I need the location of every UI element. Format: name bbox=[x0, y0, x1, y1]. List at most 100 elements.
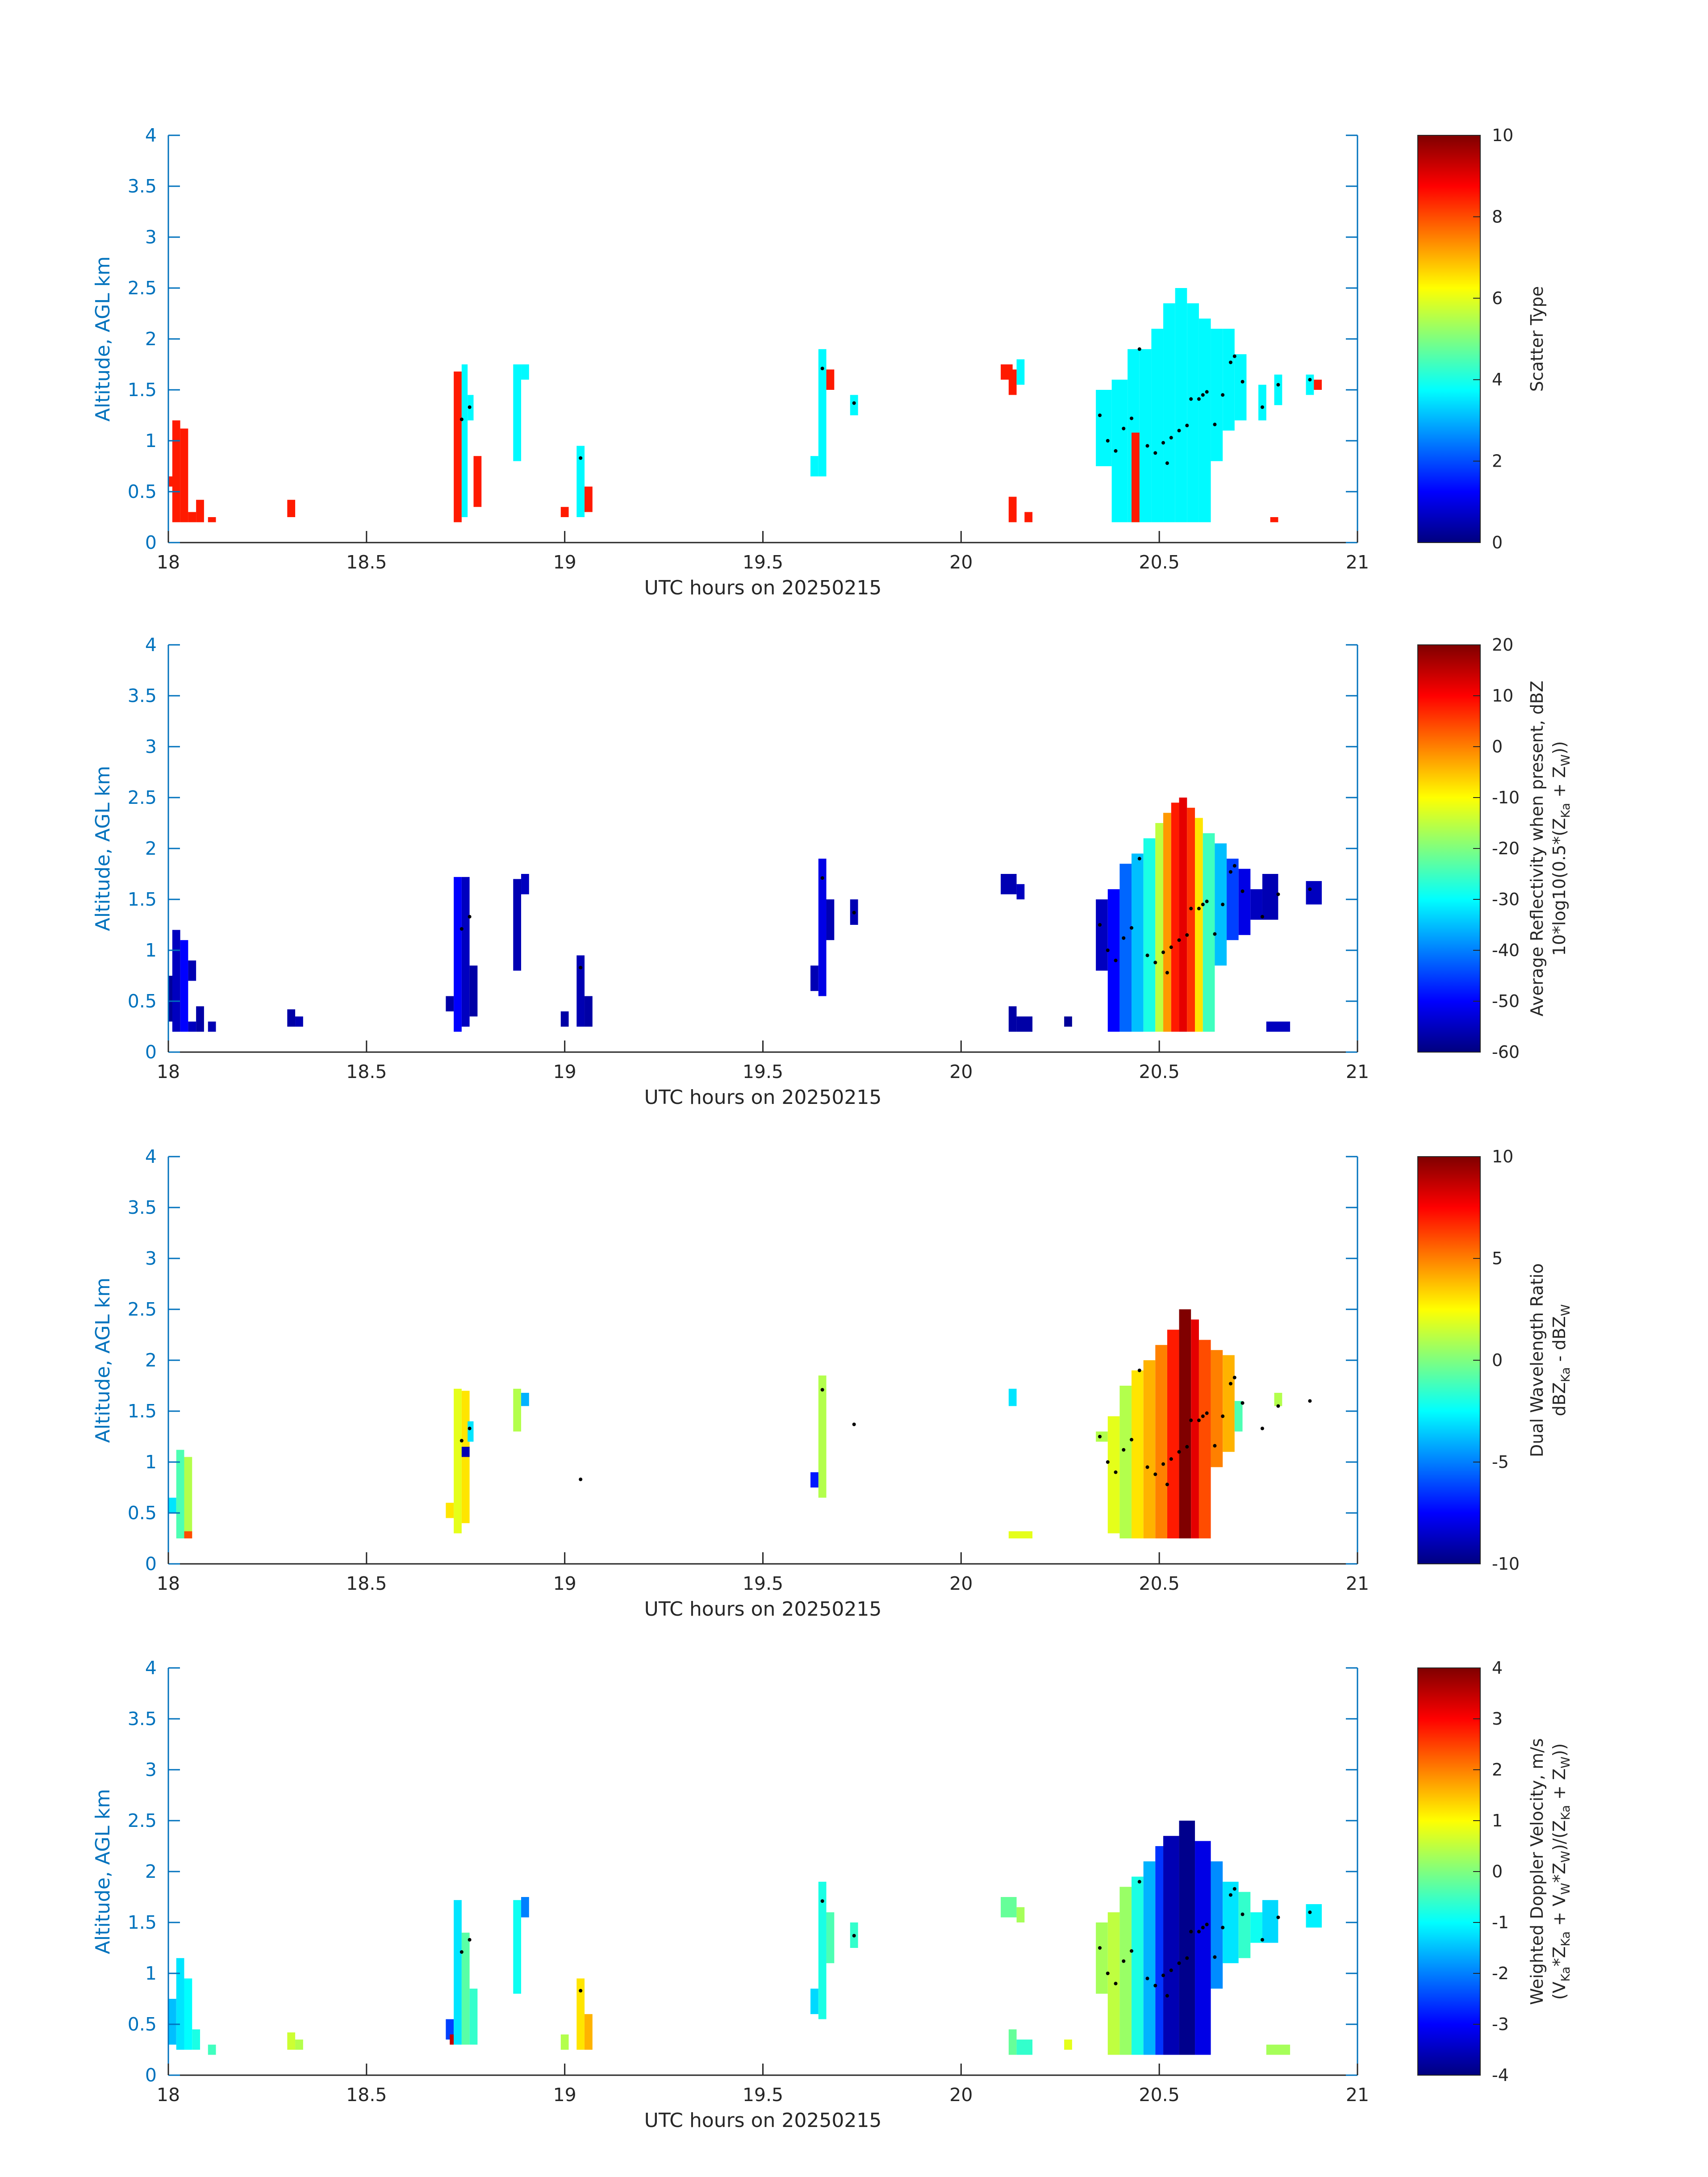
cloud-base-dot bbox=[1137, 1880, 1141, 1884]
cloud-base-dot bbox=[1232, 354, 1236, 358]
colorbar-tick-label: 20 bbox=[1492, 635, 1513, 655]
colorbar-tick-label: 4 bbox=[1492, 1658, 1503, 1678]
heatmap-cell bbox=[176, 1450, 184, 1538]
cloud-base-dot bbox=[1232, 1887, 1236, 1891]
cloud-base-dot bbox=[1213, 1444, 1217, 1448]
heatmap-cell bbox=[454, 1388, 462, 1534]
x-tick-label: 21 bbox=[1346, 1573, 1369, 1594]
cloud-base-dot bbox=[459, 927, 464, 931]
heatmap-cell bbox=[208, 1021, 216, 1032]
cloud-base-dot bbox=[1221, 393, 1225, 397]
cloud-base-dot bbox=[1189, 397, 1193, 401]
cloud-base-dot bbox=[1177, 938, 1181, 942]
cloud-base-dot bbox=[1205, 1411, 1209, 1415]
cloud-base-dot bbox=[1177, 1450, 1181, 1454]
heatmap-cell bbox=[1167, 1329, 1179, 1538]
heatmap-cell bbox=[1119, 864, 1132, 1032]
heatmap-cell bbox=[1107, 1416, 1120, 1534]
cloud-base-dot bbox=[1177, 429, 1181, 433]
cloud-base-dot bbox=[1260, 405, 1264, 409]
cloud-base-dot bbox=[1098, 1946, 1102, 1950]
heatmap-cell bbox=[196, 500, 204, 522]
cloud-base-dot bbox=[1308, 1910, 1312, 1914]
colorbar-sublabel: 10*log10(0.5*(ZKa​ + ZW​)) bbox=[1549, 741, 1573, 956]
colorbar-tick-label: 1 bbox=[1492, 1811, 1503, 1830]
cloud-base-dot bbox=[1145, 953, 1149, 957]
heatmap-cell bbox=[1179, 798, 1187, 1032]
heatmap-cell bbox=[1001, 1897, 1017, 1918]
cloud-base-dot bbox=[1308, 887, 1312, 891]
heatmap-cell bbox=[818, 349, 827, 476]
cloud-base-dot bbox=[1098, 923, 1102, 927]
colorbar-tick-label: 4 bbox=[1492, 370, 1503, 389]
heatmap-cell bbox=[1274, 374, 1282, 405]
cloud-base-dot bbox=[1213, 422, 1217, 426]
heatmap-cells bbox=[168, 798, 1322, 1032]
y-tick-label: 2.5 bbox=[128, 277, 157, 299]
cloud-base-dot bbox=[1153, 961, 1157, 965]
heatmap-cell bbox=[810, 456, 819, 476]
heatmap-cell bbox=[560, 507, 569, 517]
heatmap-cell bbox=[1096, 1922, 1108, 1994]
heatmap-cell bbox=[1132, 1370, 1144, 1538]
cloud-base-dot bbox=[1205, 390, 1209, 394]
colorbar-tick-label: -10 bbox=[1492, 788, 1520, 807]
colorbar-tick-label: 0 bbox=[1492, 533, 1503, 552]
heatmap-cell bbox=[469, 965, 478, 1017]
cloud-base-dot bbox=[1185, 933, 1189, 937]
cloud-base-dot bbox=[1213, 932, 1217, 936]
heatmap-cell bbox=[1211, 329, 1223, 461]
heatmap-cell bbox=[513, 879, 522, 971]
heatmap-cell bbox=[180, 428, 188, 522]
heatmap-cell bbox=[585, 486, 593, 512]
colorbar-tick-label: 0 bbox=[1492, 737, 1503, 756]
heatmap-cell bbox=[1016, 1907, 1025, 1922]
cloud-base-dot bbox=[1153, 1472, 1157, 1476]
x-tick-label: 19 bbox=[553, 1061, 576, 1082]
heatmap-cells bbox=[168, 288, 1322, 522]
colorbar-tick-label: 10 bbox=[1492, 125, 1513, 145]
cloud-base-dot bbox=[1276, 1404, 1280, 1408]
heatmap-cell bbox=[1016, 359, 1025, 385]
cloud-base-dot bbox=[1145, 1976, 1149, 1981]
heatmap-cell bbox=[576, 446, 585, 517]
y-axis-label: Altitude, AGL km bbox=[92, 1278, 114, 1443]
heatmap-cell bbox=[1215, 843, 1227, 966]
heatmap-cell bbox=[1234, 354, 1247, 421]
heatmap-cell bbox=[560, 1011, 569, 1027]
heatmap-cell bbox=[446, 1503, 454, 1518]
cloud-base-dot bbox=[820, 367, 824, 371]
cloud-base-dot bbox=[1106, 1460, 1110, 1464]
cloud-base-dot bbox=[1169, 1968, 1173, 1972]
heatmap-cell bbox=[826, 899, 835, 940]
heatmap-cell bbox=[1096, 390, 1112, 466]
heatmap-cell bbox=[1163, 303, 1175, 522]
heatmap-cell bbox=[585, 2014, 593, 2050]
colorbar-label: Weighted Doppler Velocity, m/s bbox=[1527, 1738, 1547, 2005]
heatmap-cell bbox=[172, 930, 180, 1032]
x-tick-label: 18 bbox=[157, 1573, 180, 1594]
cloud-base-dot bbox=[820, 876, 824, 880]
cloud-base-dot bbox=[459, 1950, 464, 1954]
heatmap-cell bbox=[287, 500, 296, 517]
x-tick-label: 19.5 bbox=[743, 1573, 783, 1594]
y-tick-label: 0 bbox=[145, 532, 157, 553]
heatmap-cell bbox=[295, 1016, 303, 1027]
cloud-base-dot bbox=[1276, 892, 1280, 896]
cloud-base-dot bbox=[1130, 1437, 1134, 1442]
heatmap-cell bbox=[1223, 329, 1235, 431]
heatmap-cell bbox=[1163, 1836, 1179, 2055]
colorbar-tick-label: 5 bbox=[1492, 1249, 1503, 1268]
x-axis-label: UTC hours on 20250215 bbox=[644, 1086, 882, 1109]
cloud-base-dot bbox=[1260, 915, 1264, 919]
heatmap-cell bbox=[1171, 802, 1179, 1032]
heatmap-cell bbox=[1179, 1821, 1195, 2055]
cloud-base-dot bbox=[1240, 889, 1244, 893]
colorbar-tick-label: 6 bbox=[1492, 288, 1503, 308]
heatmap-cell bbox=[208, 517, 216, 522]
cloud-base-dot bbox=[1161, 950, 1165, 954]
cloud-base-dot bbox=[1185, 423, 1189, 427]
cloud-base-dot bbox=[1145, 444, 1149, 448]
